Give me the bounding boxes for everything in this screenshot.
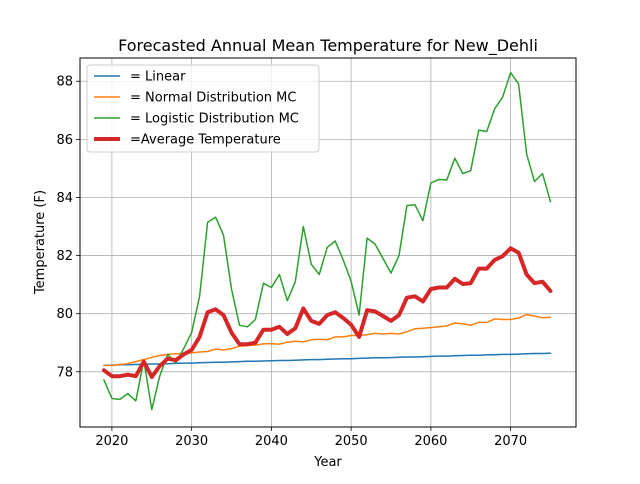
y-axis-label: Temperature (F) xyxy=(33,190,48,295)
series-line-1 xyxy=(103,313,552,367)
legend-label-3: =Average Temperature xyxy=(130,133,281,148)
legend: = Linear = Normal Distribution MC = Logi… xyxy=(86,64,320,153)
y-axis-ticks: 78 80 82 84 86 88 xyxy=(56,75,80,380)
x-axis-ticks: 2020 2030 2040 2050 2060 2070 xyxy=(95,427,527,449)
series-line-3 xyxy=(101,246,553,379)
y-tick-label: 88 xyxy=(56,75,73,90)
x-tick-label: 2020 xyxy=(95,434,128,449)
x-tick-label: 2050 xyxy=(335,434,368,449)
y-tick-label: 80 xyxy=(56,307,73,322)
y-tick-label: 82 xyxy=(56,249,73,264)
chart-title: Forecasted Annual Mean Temperature for N… xyxy=(118,36,538,56)
series-lines xyxy=(101,71,553,411)
plot-frame xyxy=(79,57,577,428)
y-tick-label: 78 xyxy=(56,365,73,380)
y-tick-label: 86 xyxy=(56,133,73,148)
series-line-0 xyxy=(103,352,552,367)
legend-label-0: = Linear xyxy=(130,70,186,85)
legend-label-1: = Normal Distribution MC xyxy=(130,91,296,106)
y-tick-label: 84 xyxy=(56,191,73,206)
x-tick-label: 2070 xyxy=(494,434,527,449)
x-tick-label: 2040 xyxy=(255,434,288,449)
legend-items: = Linear = Normal Distribution MC = Logi… xyxy=(94,70,299,148)
x-tick-label: 2060 xyxy=(414,434,447,449)
x-axis-label: Year xyxy=(313,455,342,470)
legend-label-2: = Logistic Distribution MC xyxy=(130,112,299,127)
legend-box xyxy=(86,64,320,153)
x-tick-label: 2030 xyxy=(175,434,208,449)
